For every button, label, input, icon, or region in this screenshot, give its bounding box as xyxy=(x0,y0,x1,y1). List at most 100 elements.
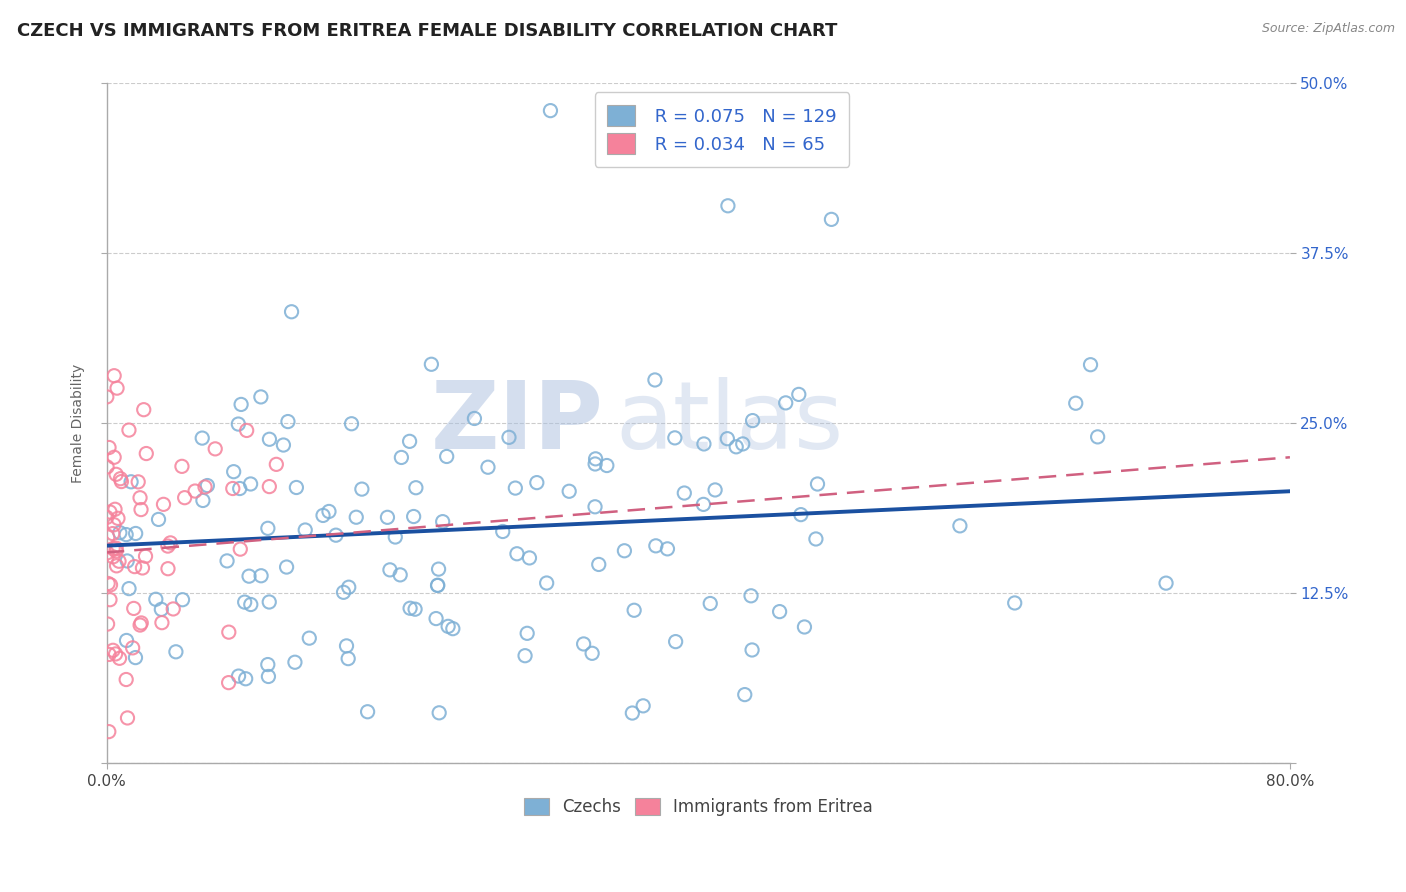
Point xyxy=(150,602,173,616)
Point xyxy=(195,478,218,492)
Point xyxy=(806,477,828,491)
Point xyxy=(228,417,250,431)
Point xyxy=(337,580,360,594)
Point xyxy=(673,486,696,500)
Point xyxy=(276,560,298,574)
Point xyxy=(538,103,561,118)
Point xyxy=(115,633,138,648)
Point xyxy=(131,561,153,575)
Point xyxy=(105,381,128,395)
Point xyxy=(613,543,636,558)
Point xyxy=(172,592,194,607)
Point xyxy=(110,472,132,486)
Point xyxy=(787,387,810,401)
Point xyxy=(156,539,179,553)
Point xyxy=(644,539,666,553)
Point xyxy=(949,519,972,533)
Point xyxy=(1080,358,1102,372)
Point xyxy=(117,711,139,725)
Point xyxy=(389,450,412,465)
Point xyxy=(108,651,131,665)
Point xyxy=(1004,596,1026,610)
Point xyxy=(129,618,152,632)
Point xyxy=(498,430,520,444)
Point xyxy=(104,647,127,661)
Point xyxy=(734,688,756,702)
Point xyxy=(519,550,541,565)
Point xyxy=(257,595,280,609)
Point xyxy=(425,611,447,625)
Point xyxy=(165,645,187,659)
Point xyxy=(98,505,121,519)
Point xyxy=(420,357,443,371)
Point xyxy=(621,706,644,720)
Point xyxy=(277,415,299,429)
Point xyxy=(337,651,360,665)
Point xyxy=(284,655,307,669)
Point xyxy=(101,643,124,657)
Point xyxy=(259,479,281,493)
Point xyxy=(191,431,214,445)
Point xyxy=(804,532,827,546)
Point xyxy=(148,512,170,526)
Point xyxy=(124,559,146,574)
Point xyxy=(399,601,422,615)
Point xyxy=(159,536,181,550)
Legend: Czechs, Immigrants from Eritrea: Czechs, Immigrants from Eritrea xyxy=(517,791,879,822)
Point xyxy=(820,212,842,227)
Point xyxy=(427,562,450,576)
Point xyxy=(173,491,195,505)
Point xyxy=(184,484,207,499)
Point xyxy=(436,450,458,464)
Point xyxy=(145,592,167,607)
Point xyxy=(97,530,120,544)
Point xyxy=(768,605,790,619)
Point xyxy=(191,493,214,508)
Point xyxy=(273,438,295,452)
Point xyxy=(585,451,607,466)
Point xyxy=(103,368,125,383)
Point xyxy=(644,373,666,387)
Y-axis label: Female Disability: Female Disability xyxy=(72,364,86,483)
Point xyxy=(156,562,179,576)
Point xyxy=(98,648,121,662)
Point xyxy=(1087,430,1109,444)
Point xyxy=(122,601,145,615)
Point xyxy=(526,475,548,490)
Point xyxy=(583,457,606,471)
Point xyxy=(101,541,124,556)
Point xyxy=(107,511,129,525)
Point xyxy=(623,603,645,617)
Point xyxy=(377,510,399,524)
Point xyxy=(536,576,558,591)
Point xyxy=(135,549,157,564)
Text: Source: ZipAtlas.com: Source: ZipAtlas.com xyxy=(1261,22,1395,36)
Point xyxy=(222,482,245,496)
Point xyxy=(124,650,146,665)
Point xyxy=(312,508,335,523)
Point xyxy=(581,646,603,660)
Point xyxy=(129,615,152,630)
Point xyxy=(229,482,252,496)
Point xyxy=(1064,396,1087,410)
Point xyxy=(229,542,252,557)
Point xyxy=(103,450,125,465)
Point xyxy=(101,526,124,541)
Point xyxy=(105,467,128,482)
Point xyxy=(150,615,173,630)
Point xyxy=(731,437,754,451)
Text: atlas: atlas xyxy=(616,377,844,469)
Point xyxy=(477,460,499,475)
Point xyxy=(97,576,120,591)
Point xyxy=(108,554,131,568)
Point xyxy=(741,414,763,428)
Point xyxy=(588,558,610,572)
Point xyxy=(432,515,454,529)
Point xyxy=(135,446,157,460)
Point xyxy=(378,563,401,577)
Point xyxy=(717,199,740,213)
Point xyxy=(692,497,714,511)
Point xyxy=(350,482,373,496)
Point xyxy=(572,637,595,651)
Point xyxy=(96,510,118,524)
